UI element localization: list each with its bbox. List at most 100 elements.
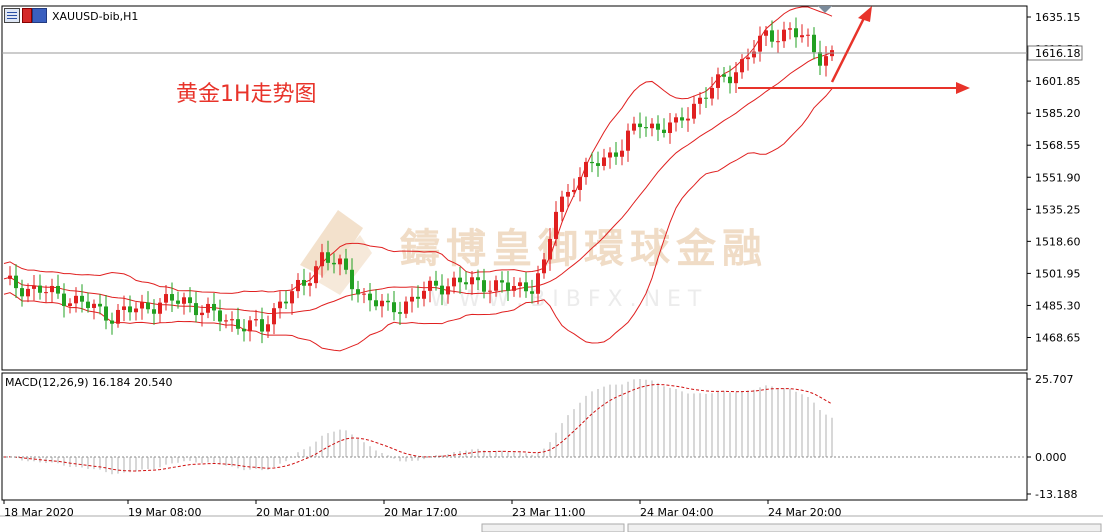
window-menu-icon[interactable] xyxy=(32,8,47,23)
candle-body xyxy=(554,211,558,239)
candle-body xyxy=(320,252,324,267)
candle-body xyxy=(20,288,24,297)
candle-body xyxy=(194,303,198,316)
candle-body xyxy=(122,306,126,310)
price-tick-label: 1518.60 xyxy=(1035,235,1081,248)
candle-body xyxy=(632,123,636,131)
candle-body xyxy=(80,295,84,302)
candle-body xyxy=(584,161,588,178)
candle-body xyxy=(374,300,378,307)
candle-body xyxy=(590,161,594,164)
candle-body xyxy=(362,293,366,295)
price-tick-label: 1535.25 xyxy=(1035,203,1081,216)
candle-body xyxy=(770,30,774,42)
candle-body xyxy=(368,293,372,301)
candle-body xyxy=(260,319,264,332)
candle-body xyxy=(86,301,90,308)
candle-body xyxy=(704,97,708,99)
candle-body xyxy=(428,280,432,291)
candle-body xyxy=(104,306,108,321)
candle-body xyxy=(176,300,180,304)
candle-body xyxy=(710,87,714,99)
candle-body xyxy=(758,35,762,52)
candle-body xyxy=(578,177,582,190)
annotation-title: 黄金1H走势图 xyxy=(176,82,317,107)
candle-body xyxy=(446,286,450,295)
candle-body xyxy=(494,280,498,291)
candle-body xyxy=(326,252,330,263)
candle-body xyxy=(26,288,30,297)
up-arrow-shaft xyxy=(830,13,868,83)
candle-body xyxy=(272,308,276,325)
candle-body xyxy=(566,191,570,197)
annotation-arrows xyxy=(738,6,970,94)
candles xyxy=(8,17,834,344)
candle-body xyxy=(656,123,660,130)
candle-body xyxy=(518,282,522,286)
candle-body xyxy=(536,273,540,294)
price-tick-label: 1551.90 xyxy=(1035,171,1081,184)
candle-body xyxy=(560,196,564,212)
price-tick-label: 1485.30 xyxy=(1035,299,1081,312)
candle-body xyxy=(422,290,426,299)
candle-body xyxy=(806,34,810,36)
candle-body xyxy=(794,28,798,38)
candle-body xyxy=(410,296,414,302)
candle-body xyxy=(392,302,396,313)
chart-shift-marker xyxy=(818,6,832,13)
macd-tick-label: 25.707 xyxy=(1035,373,1074,386)
candle-body xyxy=(158,302,162,314)
candle-body xyxy=(824,56,828,66)
bollinger-lower xyxy=(3,88,833,352)
candle-body xyxy=(734,72,738,84)
candle-body xyxy=(50,285,54,293)
candle-body xyxy=(98,303,102,307)
candle-body xyxy=(434,280,438,286)
candle-body xyxy=(206,303,210,313)
candle-body xyxy=(302,279,306,286)
candle-body xyxy=(332,262,336,265)
candle-body xyxy=(32,285,36,289)
candle-body xyxy=(116,309,120,324)
macd-tick-label: 0.000 xyxy=(1035,451,1067,464)
candle-body xyxy=(290,291,294,304)
candle-body xyxy=(464,282,468,285)
candle-body xyxy=(218,310,222,322)
candle-body xyxy=(506,282,510,291)
price-tick-label: 1568.55 xyxy=(1035,139,1081,152)
candle-body xyxy=(404,301,408,314)
candle-body xyxy=(338,258,342,265)
candle-body xyxy=(488,290,492,292)
candle-body xyxy=(440,285,444,295)
candle-body xyxy=(542,259,546,274)
chart-window-icon[interactable] xyxy=(4,8,20,23)
candle-body xyxy=(596,163,600,166)
watermark: 鑄博皇御環球金融 W W W . B I B F X . N E T xyxy=(300,210,768,312)
candle-body xyxy=(344,258,348,270)
candle-body xyxy=(386,300,390,303)
right-arrow-head xyxy=(956,82,970,94)
candle-body xyxy=(212,303,216,311)
candle-body xyxy=(500,280,504,283)
candle-body xyxy=(128,306,132,313)
candle-body xyxy=(644,127,648,129)
candle-body xyxy=(458,277,462,283)
candle-body xyxy=(788,28,792,30)
time-tick-label: 18 Mar 2020 xyxy=(4,506,74,519)
candle-body xyxy=(68,303,72,307)
candle-body xyxy=(674,117,678,123)
candle-body xyxy=(686,118,690,121)
candle-body xyxy=(668,122,672,133)
candle-body xyxy=(8,275,12,279)
macd-signal-line xyxy=(3,383,833,472)
candle-body xyxy=(638,123,642,128)
candle-body xyxy=(248,320,252,332)
candle-body xyxy=(92,303,96,308)
symbol-flag-icon[interactable] xyxy=(22,8,32,23)
macd-panel-frame xyxy=(1,372,1028,501)
macd-tick-label: -13.188 xyxy=(1035,488,1077,501)
watermark-cn-text: 鑄博皇御環球金融 xyxy=(399,226,768,272)
candle-body xyxy=(14,275,18,289)
